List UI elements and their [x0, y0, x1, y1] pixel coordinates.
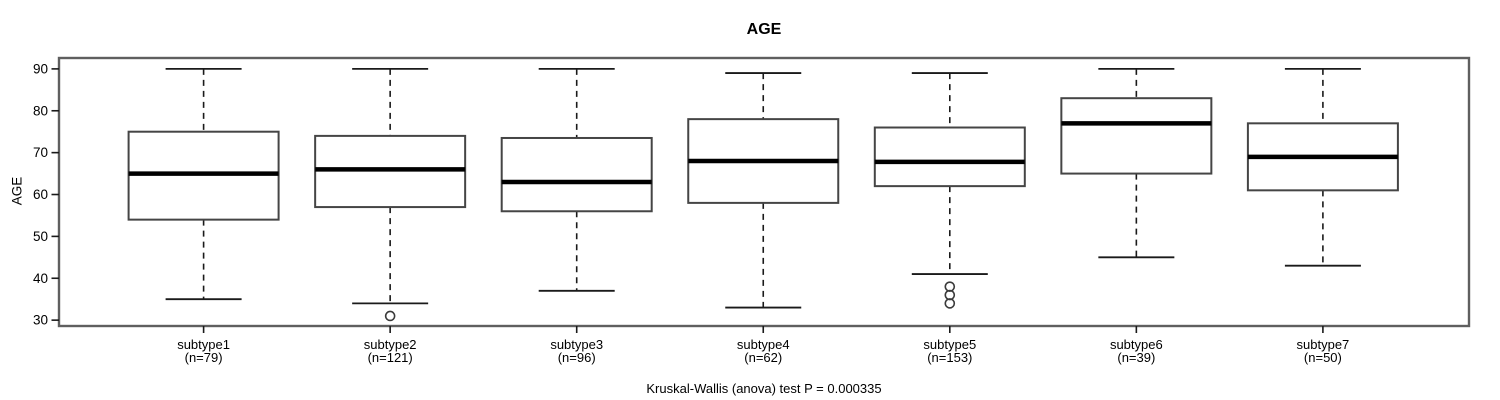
x-group-sublabel: (n=62)	[744, 350, 782, 365]
x-group-sublabel: (n=79)	[185, 350, 223, 365]
x-group-label: subtype1	[177, 337, 230, 352]
statistical-test-caption: Kruskal-Wallis (anova) test P = 0.000335	[646, 381, 882, 396]
y-axis-tick-label: 50	[33, 229, 48, 244]
x-group-label: subtype5	[923, 337, 976, 352]
y-axis-tick-label: 80	[33, 103, 48, 118]
y-axis-tick-label: 70	[33, 145, 48, 160]
x-group-label: subtype4	[737, 337, 790, 352]
y-axis-title: AGE	[9, 176, 25, 206]
x-group-label: subtype3	[550, 337, 603, 352]
x-group-sublabel: (n=96)	[558, 350, 596, 365]
y-axis-tick-label: 60	[33, 187, 48, 202]
outlier-point	[944, 298, 956, 309]
x-group-sublabel: (n=50)	[1304, 350, 1342, 365]
x-group-sublabel: (n=153)	[927, 350, 972, 365]
y-axis-tick-label: 90	[33, 61, 48, 76]
x-group-label: subtype6	[1110, 337, 1163, 352]
y-axis-tick-label: 30	[33, 313, 48, 328]
x-group-sublabel: (n=39)	[1117, 350, 1155, 365]
y-axis-tick-label: 40	[33, 271, 48, 286]
iqr-box	[500, 136, 653, 213]
x-group-label: subtype2	[364, 337, 417, 352]
chart-title: AGE	[746, 21, 782, 38]
outlier-point	[384, 310, 396, 322]
x-group-sublabel: (n=121)	[368, 350, 413, 365]
x-group-label: subtype7	[1297, 337, 1350, 352]
iqr-box	[873, 126, 1026, 188]
iqr-box	[1060, 97, 1213, 175]
